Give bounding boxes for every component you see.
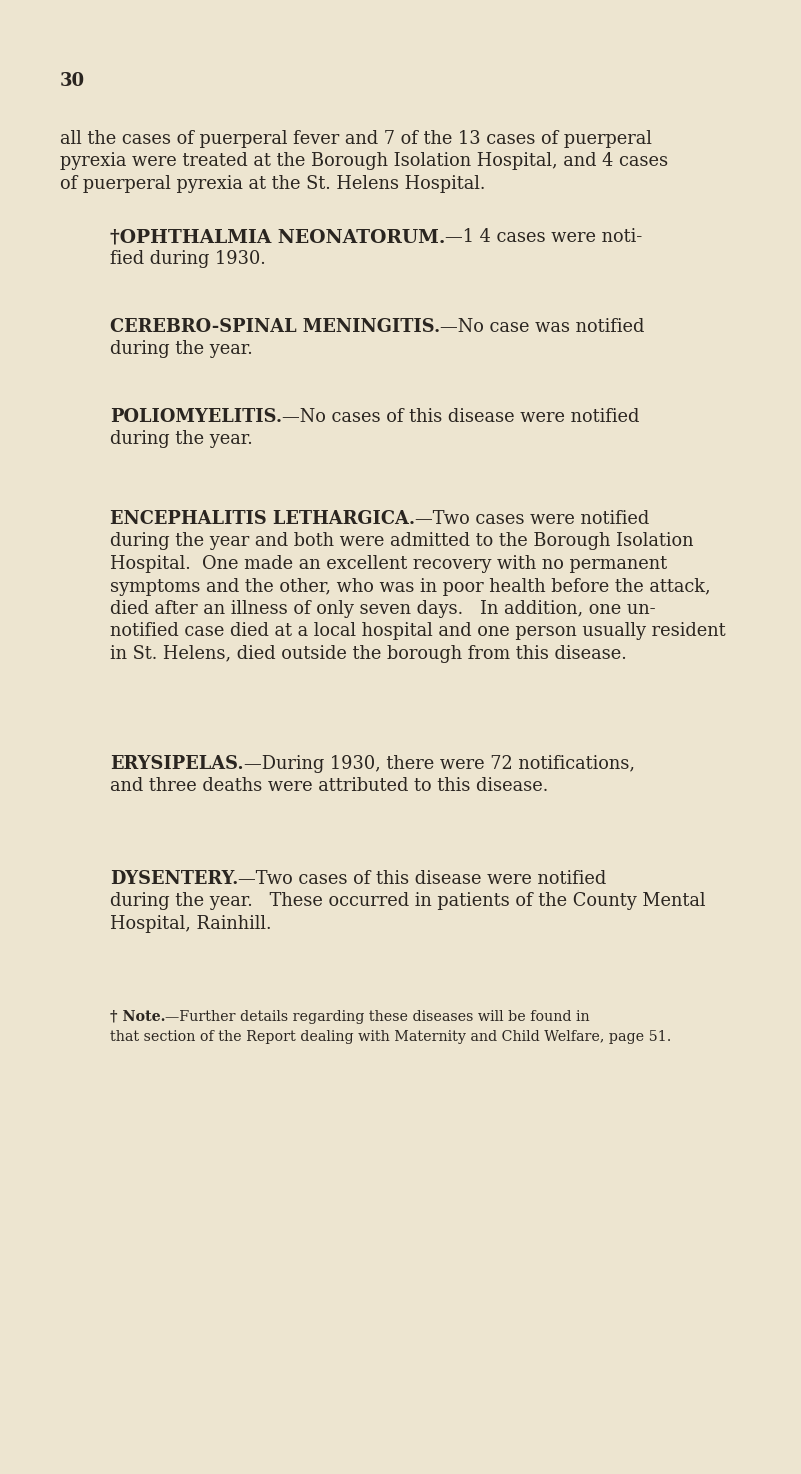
Text: CEREBRO-SPINAL MENINGITIS.: CEREBRO-SPINAL MENINGITIS. bbox=[110, 318, 441, 336]
Text: POLIOMYELITIS.: POLIOMYELITIS. bbox=[110, 408, 282, 426]
Text: notified case died at a local hospital and one person usually resident: notified case died at a local hospital a… bbox=[110, 622, 726, 641]
Text: ERYSIPELAS.: ERYSIPELAS. bbox=[110, 755, 244, 772]
Text: during the year.: during the year. bbox=[110, 340, 253, 358]
Text: and three deaths were attributed to this disease.: and three deaths were attributed to this… bbox=[110, 777, 548, 796]
Text: 30: 30 bbox=[60, 72, 85, 90]
Text: during the year and both were admitted to the Borough Isolation: during the year and both were admitted t… bbox=[110, 532, 694, 550]
Text: during the year.   These occurred in patients of the County Mental: during the year. These occurred in patie… bbox=[110, 892, 706, 911]
Text: † Note.: † Note. bbox=[110, 1010, 166, 1024]
Text: Hospital, Rainhill.: Hospital, Rainhill. bbox=[110, 915, 272, 933]
Text: —No cases of this disease were notified: —No cases of this disease were notified bbox=[282, 408, 639, 426]
Text: —During 1930, there were 72 notifications,: —During 1930, there were 72 notification… bbox=[244, 755, 634, 772]
Text: pyrexia were treated at the Borough Isolation Hospital, and 4 cases: pyrexia were treated at the Borough Isol… bbox=[60, 152, 668, 171]
Text: during the year.: during the year. bbox=[110, 430, 253, 448]
Text: Hospital.  One made an excellent recovery with no permanent: Hospital. One made an excellent recovery… bbox=[110, 556, 667, 573]
Text: —No case was notified: —No case was notified bbox=[441, 318, 645, 336]
Text: all the cases of puerperal fever and 7 of the 13 cases of puerperal: all the cases of puerperal fever and 7 o… bbox=[60, 130, 652, 147]
Text: —Two cases were notified: —Two cases were notified bbox=[415, 510, 650, 528]
Text: —Further details regarding these diseases will be found in: —Further details regarding these disease… bbox=[166, 1010, 590, 1024]
Text: —Two cases of this disease were notified: —Two cases of this disease were notified bbox=[239, 870, 606, 887]
Text: fied during 1930.: fied during 1930. bbox=[110, 251, 266, 268]
Text: of puerperal pyrexia at the St. Helens Hospital.: of puerperal pyrexia at the St. Helens H… bbox=[60, 175, 485, 193]
Text: —1 4 cases were noti-: —1 4 cases were noti- bbox=[445, 228, 642, 246]
Text: that section of the Report dealing with Maternity and Child Welfare, page 51.: that section of the Report dealing with … bbox=[110, 1030, 671, 1044]
Text: symptoms and the other, who was in poor health before the attack,: symptoms and the other, who was in poor … bbox=[110, 578, 710, 595]
Text: ENCEPHALITIS LETHARGICA.: ENCEPHALITIS LETHARGICA. bbox=[110, 510, 415, 528]
Text: DYSENTERY.: DYSENTERY. bbox=[110, 870, 239, 887]
Text: †OPHTHALMIA NEONATORUM.: †OPHTHALMIA NEONATORUM. bbox=[110, 228, 445, 246]
Text: died after an illness of only seven days.   In addition, one un-: died after an illness of only seven days… bbox=[110, 600, 656, 618]
Text: in St. Helens, died outside the borough from this disease.: in St. Helens, died outside the borough … bbox=[110, 646, 626, 663]
